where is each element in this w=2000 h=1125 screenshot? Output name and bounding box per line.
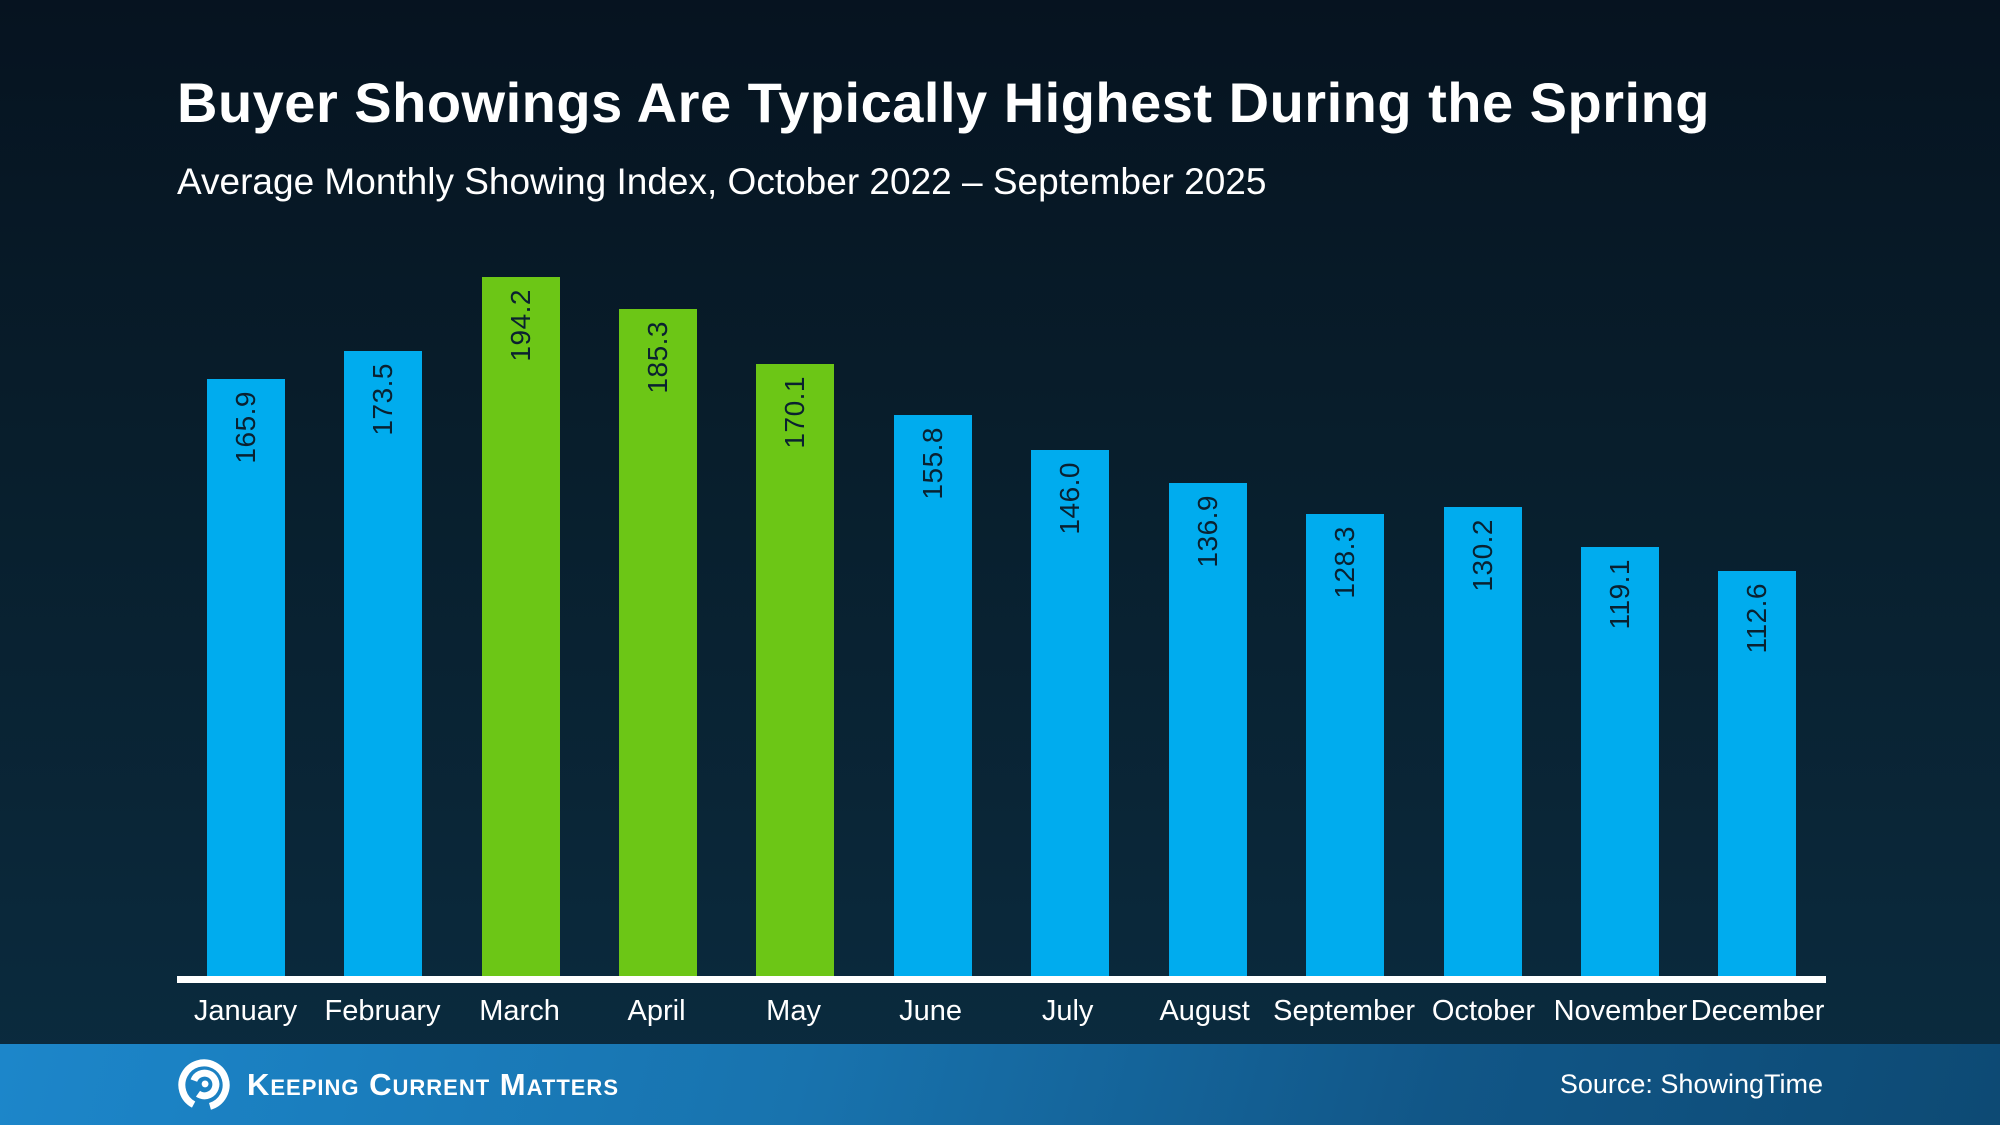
bar-chart: 165.9 173.5 194.2 185.3 170.1 155.8 146.0 136.9… xyxy=(177,256,1826,1028)
bar-september: 128.3 xyxy=(1306,514,1385,976)
bar-february: 173.5 xyxy=(344,351,423,976)
bar-value-label-may: 170.1 xyxy=(779,376,811,449)
bar-august: 136.9 xyxy=(1168,483,1247,976)
bar-value-label-december: 112.6 xyxy=(1741,583,1773,654)
bar-value-label-august: 136.9 xyxy=(1191,495,1223,568)
bar-value-label-april: 185.3 xyxy=(641,321,673,394)
bar-may: 170.1 xyxy=(756,364,835,976)
bar-value-label-november: 119.1 xyxy=(1603,559,1635,630)
footer-band: Keeping Current Matters Source: ShowingT… xyxy=(0,1044,2000,1125)
page-subtitle: Average Monthly Showing Index, October 2… xyxy=(177,161,1267,202)
bar-value-label-september: 128.3 xyxy=(1329,526,1361,599)
x-axis-label-may: May xyxy=(766,995,821,1027)
bar-november: 119.1 xyxy=(1580,547,1659,976)
bar-column-january: 165.9 xyxy=(177,379,314,976)
x-axis-label-april: April xyxy=(627,995,686,1027)
bar-column-april: 185.3 xyxy=(589,309,726,976)
bar-value-label-march: 194.2 xyxy=(504,289,536,362)
bar-june: 155.8 xyxy=(893,415,972,976)
bar-column-february: 173.5 xyxy=(314,351,451,976)
x-axis-label-september: September xyxy=(1273,995,1415,1027)
bar-column-september: 128.3 xyxy=(1276,514,1413,976)
x-axis-label-march: March xyxy=(479,995,560,1027)
x-axis-label-august: August xyxy=(1159,995,1250,1027)
bar-march: 194.2 xyxy=(481,277,560,976)
bar-july: 146.0 xyxy=(1031,450,1110,976)
x-axis-label-july: July xyxy=(1041,995,1094,1027)
bar-column-november: 119.1 xyxy=(1551,547,1688,976)
page-title: Buyer Showings Are Typically Highest Dur… xyxy=(177,71,1710,134)
kcm-swirl-icon xyxy=(178,1058,230,1111)
x-axis-label-november: November xyxy=(1553,995,1688,1027)
bar-column-may: 170.1 xyxy=(727,364,864,976)
bar-december: 112.6 xyxy=(1718,571,1797,976)
x-axis-label-january: January xyxy=(193,995,298,1027)
bars-row: 165.9 173.5 194.2 185.3 170.1 155.8 146.0 136.9… xyxy=(177,256,1826,976)
bar-column-march: 194.2 xyxy=(452,277,589,976)
bar-column-june: 155.8 xyxy=(864,415,1001,976)
x-axis-label-december: December xyxy=(1690,995,1825,1027)
bar-value-label-february: 173.5 xyxy=(367,363,399,436)
header: Buyer Showings Are Typically Highest Dur… xyxy=(177,70,1710,203)
bar-value-label-october: 130.2 xyxy=(1466,519,1498,592)
brand-lockup: Keeping Current Matters xyxy=(177,1058,619,1112)
bar-april: 185.3 xyxy=(618,309,697,976)
x-axis-labels-row: January February March April May June July Augu… xyxy=(177,995,1826,1028)
bar-january: 165.9 xyxy=(206,379,285,976)
brand-name: Keeping Current Matters xyxy=(247,1066,619,1102)
x-axis-line xyxy=(177,976,1826,983)
x-axis-label-february: February xyxy=(324,995,441,1027)
x-axis-label-june: June xyxy=(899,995,963,1027)
bar-column-august: 136.9 xyxy=(1139,483,1276,976)
bar-column-october: 130.2 xyxy=(1414,507,1551,976)
bar-value-label-january: 165.9 xyxy=(229,391,261,464)
bar-value-label-june: 155.8 xyxy=(916,427,948,500)
bar-column-december: 112.6 xyxy=(1689,571,1826,976)
bar-october: 130.2 xyxy=(1443,507,1522,976)
bar-value-label-july: 146.0 xyxy=(1054,462,1086,535)
source-credit: Source: ShowingTime xyxy=(1559,1069,1823,1099)
bar-column-july: 146.0 xyxy=(1002,450,1139,976)
x-axis-label-october: October xyxy=(1431,995,1536,1027)
